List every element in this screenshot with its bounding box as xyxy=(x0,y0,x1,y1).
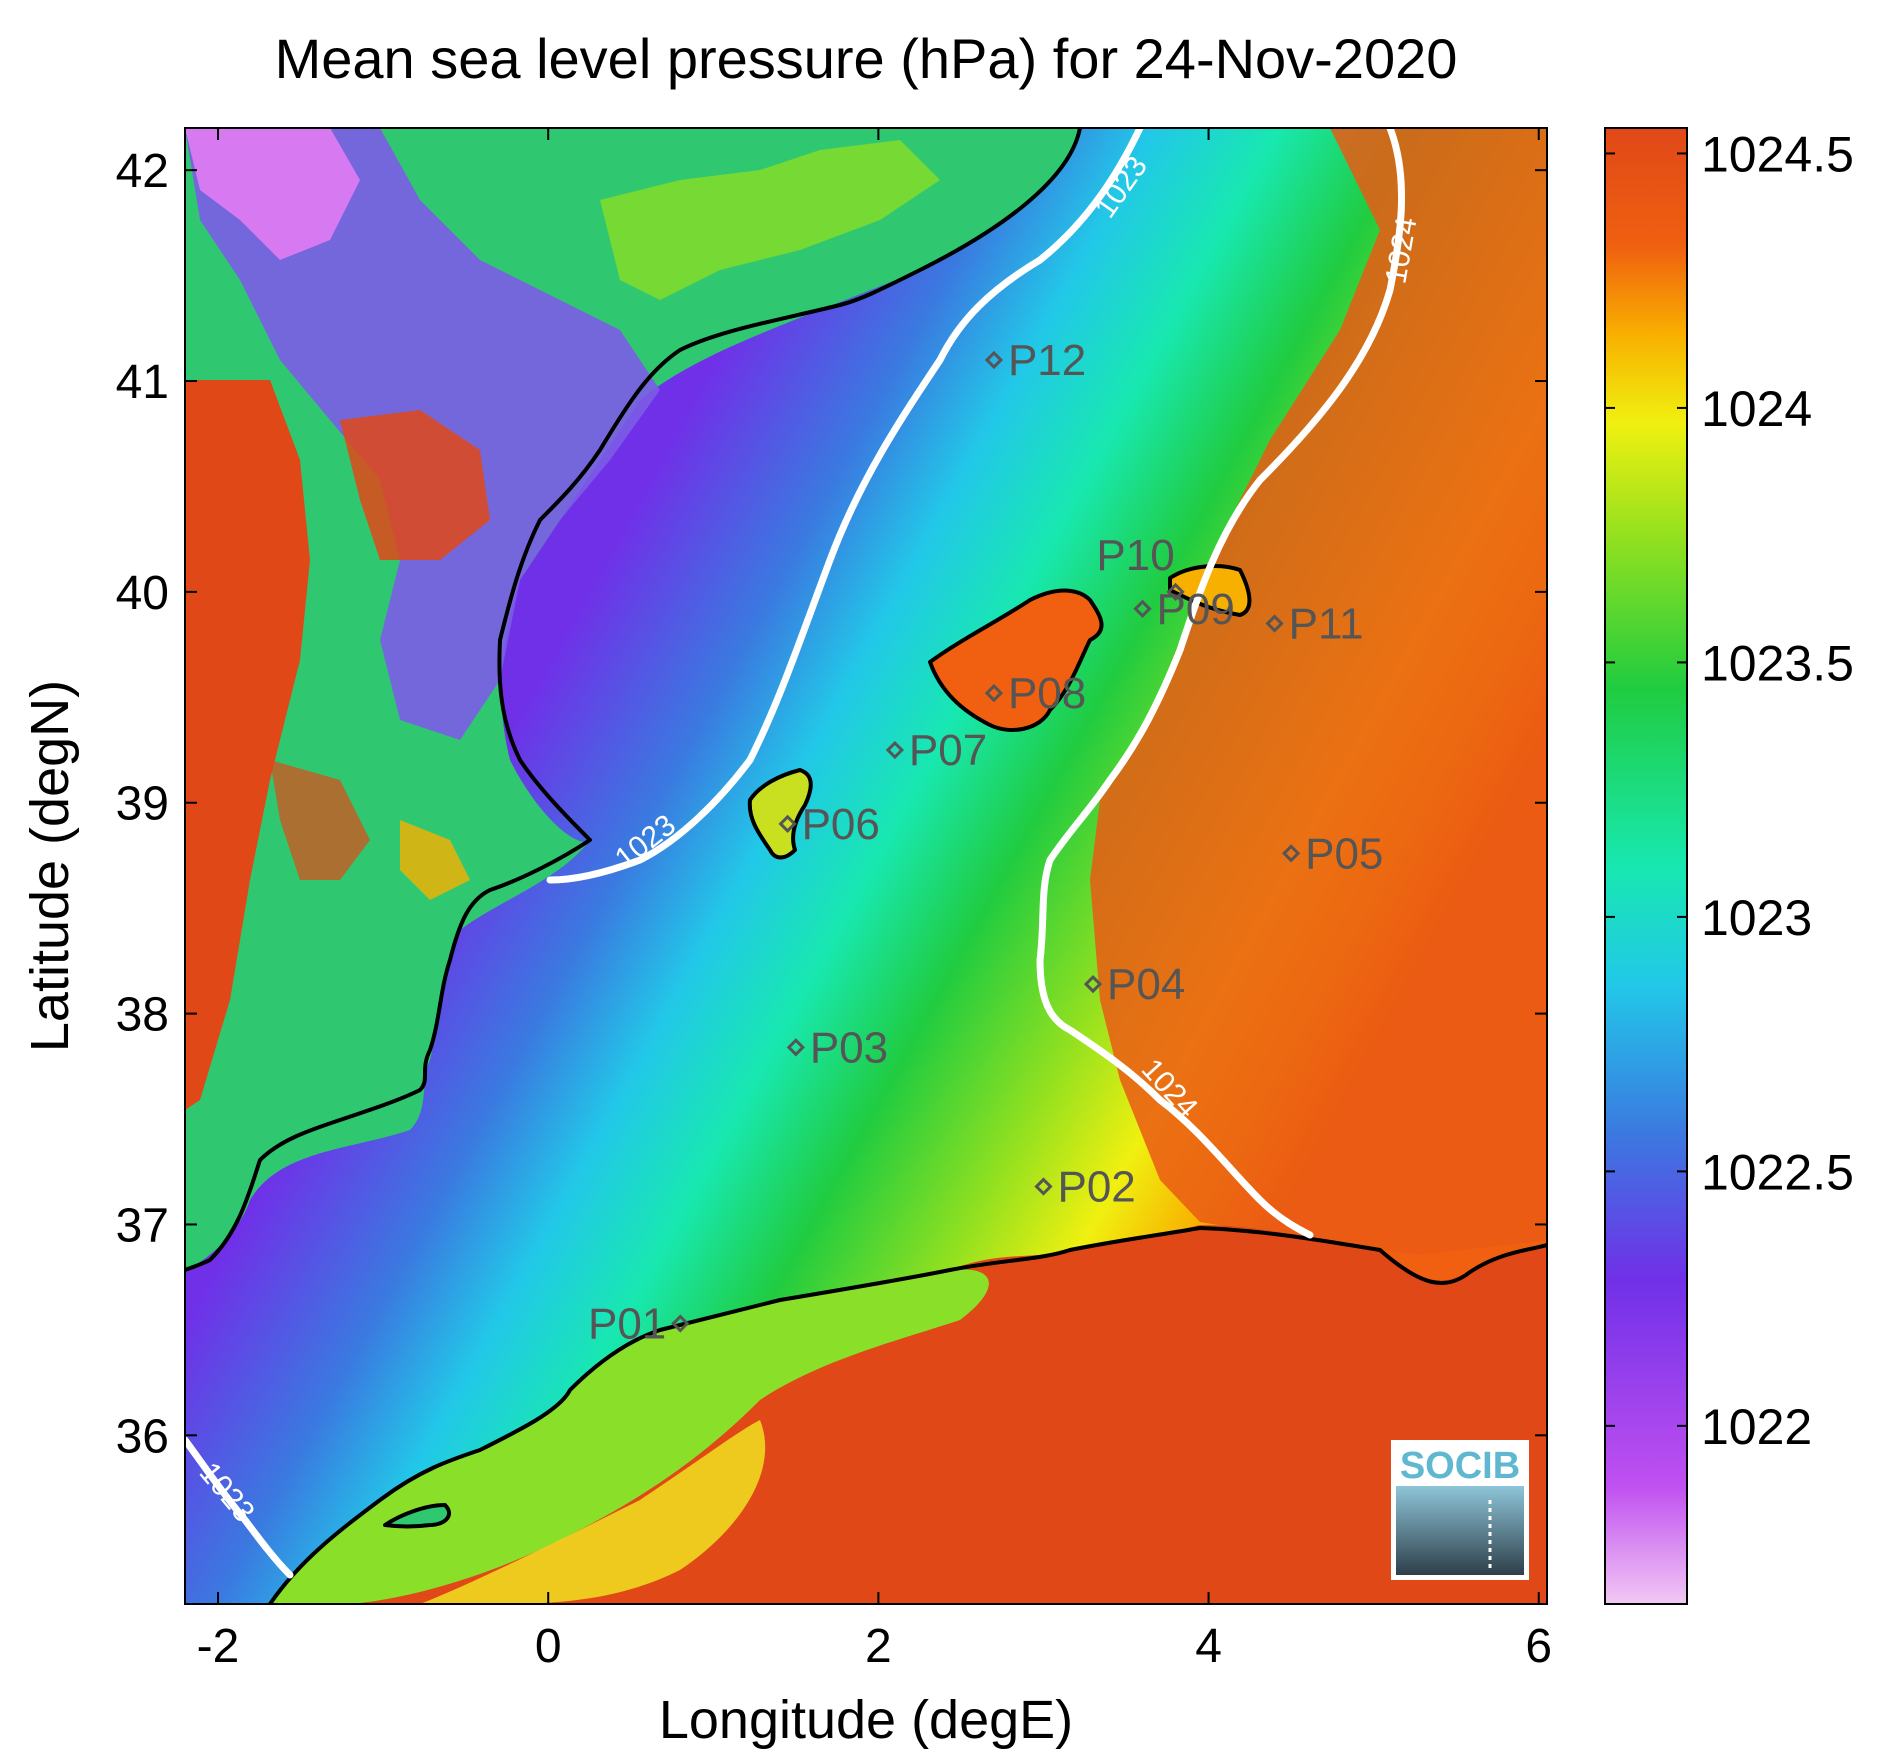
mallorca-island xyxy=(928,588,1104,732)
iberia-northeast-patch xyxy=(600,140,940,300)
iberia-north-patch xyxy=(185,128,360,260)
map-plot-area: 1023 1023 1023 1024 1024 P01P02P03P04P05… xyxy=(185,128,1547,1604)
x-axis-label: Longitude (degE) xyxy=(659,1690,1073,1750)
point-label-p04: P04 xyxy=(1107,960,1185,1009)
iberia-coastline xyxy=(185,128,1082,1272)
y-tick-label: 36 xyxy=(116,1410,169,1463)
point-marker-p12 xyxy=(984,350,1004,370)
high-pressure-region xyxy=(1090,128,1547,1255)
africa-coastline xyxy=(268,1226,1547,1604)
point-marker-p02 xyxy=(1034,1177,1053,1196)
x-tick-label: 4 xyxy=(1195,1620,1222,1673)
y-axis-label: Latitude (degN) xyxy=(20,680,80,1052)
point-marker-p10 xyxy=(1166,582,1185,602)
point-marker-p07 xyxy=(885,740,905,760)
point-marker-p11 xyxy=(1265,614,1284,633)
y-tick-label: 40 xyxy=(116,567,169,620)
point-label-p01: P01 xyxy=(588,1300,666,1349)
x-tick-label: 0 xyxy=(535,1620,562,1673)
alboran-island xyxy=(383,1503,451,1529)
contour-1024-main xyxy=(1036,128,1405,1239)
africa-coastal-band xyxy=(270,1269,989,1604)
point-marker-p05 xyxy=(1281,844,1301,863)
iberia-west-patch xyxy=(185,380,310,1110)
plot-frame xyxy=(184,127,1548,1605)
point-marker-p01 xyxy=(671,1314,690,1333)
point-label-p02: P02 xyxy=(1057,1163,1135,1212)
point-marker-p04 xyxy=(1083,974,1103,994)
point-marker-p09 xyxy=(1133,599,1152,618)
socib-logo: SOCIB xyxy=(1391,1440,1529,1580)
point-label-p11: P11 xyxy=(1289,600,1364,649)
contour-1023-southwest xyxy=(185,1436,294,1579)
point-label-p03: P03 xyxy=(810,1023,888,1072)
colorbar-tick-label: 1024.5 xyxy=(1701,126,1854,182)
colorbar-ticks: 1024.5 1024 1023.5 1023 1022.5 1022 xyxy=(1605,126,1854,1455)
point-label-p08: P08 xyxy=(1008,669,1086,718)
ibiza-island xyxy=(747,768,813,860)
point-marker-p03 xyxy=(786,1038,805,1057)
y-axis: 42 41 40 39 38 37 36 xyxy=(116,145,1547,1463)
y-tick-label: 42 xyxy=(116,145,169,198)
x-tick-label: 2 xyxy=(865,1620,892,1673)
iberia-south-patch xyxy=(270,760,370,880)
point-marker-p08 xyxy=(984,683,1004,703)
iberia-south-patch-2 xyxy=(400,820,470,900)
y-tick-label: 39 xyxy=(116,778,169,831)
point-marker-p06 xyxy=(778,814,797,833)
colorbar-tick-label: 1024 xyxy=(1701,381,1812,437)
point-label-p07: P07 xyxy=(909,726,987,775)
colorbar xyxy=(1604,127,1688,1605)
point-label-p05: P05 xyxy=(1305,829,1383,878)
colorbar-tick-label: 1022 xyxy=(1701,1399,1812,1455)
contour-1023-main xyxy=(546,128,1144,884)
colorbar-tick-label: 1022.5 xyxy=(1701,1144,1854,1200)
point-label-p12: P12 xyxy=(1008,336,1086,385)
x-axis: -2 0 2 4 6 xyxy=(197,128,1552,1673)
point-label-p10: P10 xyxy=(1096,531,1174,580)
y-tick-label: 37 xyxy=(116,1199,169,1252)
iberia-central-patch xyxy=(340,410,490,560)
y-tick-label: 41 xyxy=(116,356,169,409)
socib-logo-text: SOCIB xyxy=(1400,1445,1520,1487)
point-label-p06: P06 xyxy=(802,800,880,849)
colorbar-tick-label: 1023 xyxy=(1701,890,1812,946)
y-tick-label: 38 xyxy=(116,989,169,1042)
x-tick-label: 6 xyxy=(1525,1620,1552,1673)
x-tick-label: -2 xyxy=(197,1620,240,1673)
chart-title: Mean sea level pressure (hPa) for 24-Nov… xyxy=(275,27,1458,90)
africa-coastal-band-2 xyxy=(420,1420,766,1604)
colorbar-tick-label: 1023.5 xyxy=(1701,635,1854,691)
